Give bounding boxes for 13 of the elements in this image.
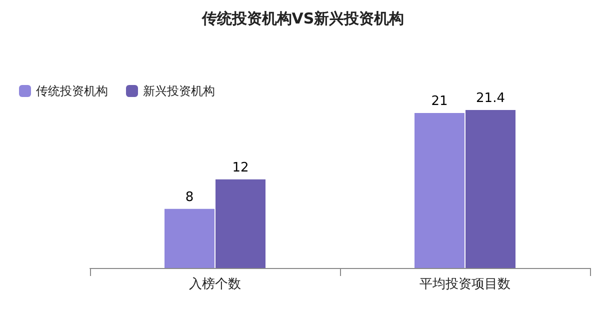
data-label: 21.4 <box>476 91 505 106</box>
legend-label: 新兴投资机构 <box>143 84 215 98</box>
x-tick-label: 平均投资项目数 <box>420 277 510 292</box>
chart-title: 传统投资机构VS新兴投资机构 <box>200 10 404 28</box>
x-tick-label: 入榜个数 <box>189 277 241 292</box>
data-label: 21 <box>431 94 448 109</box>
legend-label: 传统投资机构 <box>36 84 108 98</box>
bar <box>414 112 464 268</box>
bar <box>216 179 266 268</box>
bar <box>164 208 214 268</box>
bar <box>466 110 516 268</box>
data-label: 12 <box>232 160 249 176</box>
data-label: 8 <box>185 190 194 205</box>
